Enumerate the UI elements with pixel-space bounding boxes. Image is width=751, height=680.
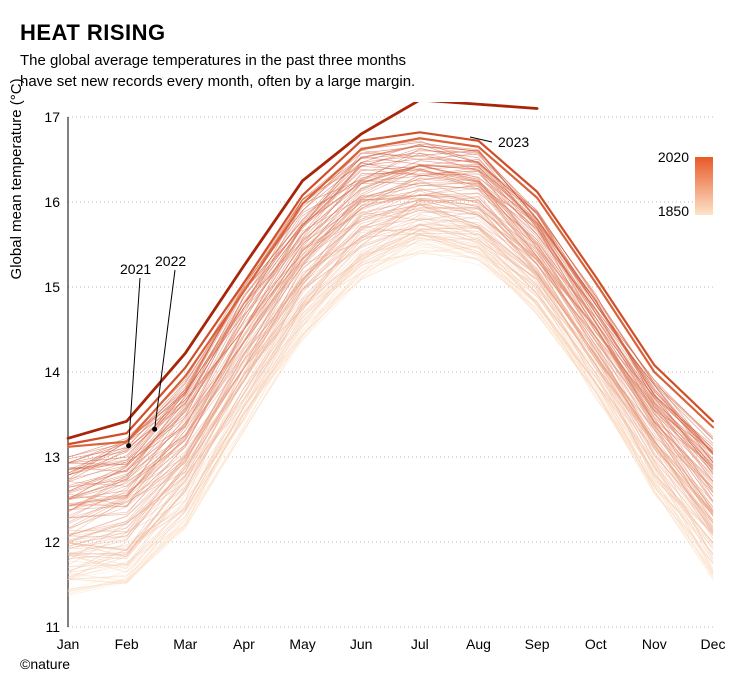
x-tick-label: Mar <box>173 636 197 652</box>
historical-year-line <box>68 234 713 571</box>
annotation-2022: 2022 <box>155 253 186 269</box>
legend-gradient <box>695 157 713 215</box>
x-tick-label: Dec <box>701 636 726 652</box>
historical-year-line <box>68 238 713 567</box>
x-tick-label: Apr <box>233 636 255 652</box>
chart-subtitle: The global average temperatures in the p… <box>20 50 500 92</box>
x-tick-label: Feb <box>115 636 139 652</box>
historical-year-line <box>68 250 713 582</box>
y-tick-label: 15 <box>44 279 60 295</box>
y-tick-label: 14 <box>44 364 60 380</box>
chart-area: Global mean temperature (°C) 11121314151… <box>20 102 731 657</box>
historical-year-line <box>68 188 713 522</box>
x-tick-label: Oct <box>585 636 607 652</box>
color-legend: 2020 1850 <box>695 157 713 215</box>
subtitle-line-2: have set new records every month, often … <box>20 73 415 90</box>
x-tick-label: Nov <box>642 636 667 652</box>
x-tick-label: Sep <box>525 636 550 652</box>
source-credit: ©nature <box>20 656 70 672</box>
x-tick-label: May <box>289 636 315 652</box>
legend-top-label: 2020 <box>658 149 689 165</box>
subtitle-line-1: The global average temperatures in the p… <box>20 52 406 69</box>
x-tick-label: Aug <box>466 636 491 652</box>
historical-year-line <box>68 165 713 485</box>
legend-bottom-label: 1850 <box>658 203 689 219</box>
x-tick-label: Jun <box>350 636 373 652</box>
x-tick-label: Jan <box>57 636 80 652</box>
y-axis-label: Global mean temperature (°C) <box>8 78 25 279</box>
y-tick-label: 12 <box>44 534 60 550</box>
chart-title: HEAT RISING <box>20 20 731 46</box>
annotation-2021: 2021 <box>120 261 151 277</box>
historical-year-line <box>68 220 713 556</box>
x-tick-label: Jul <box>411 636 429 652</box>
line-chart: 11 12 13 14 15 16 17 Jan Feb Mar Apr May Jun Jul Aug Se… <box>20 102 731 657</box>
y-tick-label: 17 <box>44 109 60 125</box>
y-tick-label: 16 <box>44 194 60 210</box>
historical-year-line <box>68 244 713 579</box>
y-tick-label: 13 <box>44 449 60 465</box>
y-tick-label: 11 <box>45 619 60 635</box>
annotation-2023: 2023 <box>498 134 529 150</box>
line-2021 <box>68 138 713 447</box>
